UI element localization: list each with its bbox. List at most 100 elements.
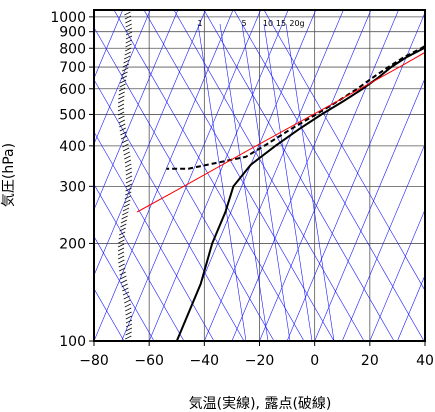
wind-barb bbox=[118, 263, 125, 268]
wind-barb bbox=[122, 287, 129, 292]
wind-barb bbox=[121, 215, 128, 220]
x-tick-label: −60 bbox=[134, 353, 164, 369]
wind-barb bbox=[122, 67, 129, 72]
wind-barb bbox=[123, 151, 130, 156]
wind-barb bbox=[119, 267, 126, 272]
x-tick-label: −20 bbox=[245, 353, 275, 369]
sounding-series bbox=[136, 44, 425, 341]
wind-barb bbox=[124, 199, 131, 204]
adiabat-line bbox=[94, 183, 185, 341]
wind-barb bbox=[125, 191, 132, 196]
x-axis-ticks: −80 −60 −40 −20 0 20 40 bbox=[79, 341, 434, 369]
wind-barb bbox=[118, 231, 126, 236]
wind-barb bbox=[117, 247, 125, 252]
wind-barb bbox=[120, 275, 127, 280]
wind-barb bbox=[123, 59, 130, 64]
wind-barb bbox=[120, 223, 127, 228]
adiabat-line bbox=[94, 26, 275, 341]
wind-barb bbox=[119, 227, 126, 232]
wind-barb bbox=[120, 135, 128, 140]
wind-barb bbox=[125, 311, 132, 316]
wind-barb bbox=[119, 127, 126, 132]
wind-barb bbox=[124, 303, 131, 308]
wind-barb bbox=[125, 23, 132, 28]
isotherm-line bbox=[397, 274, 425, 341]
wind-barbs bbox=[117, 11, 133, 340]
isotherm-line bbox=[94, 10, 206, 277]
wind-barb bbox=[118, 91, 125, 96]
wind-barb bbox=[120, 79, 127, 84]
wind-barb bbox=[125, 323, 133, 328]
wind-barb bbox=[125, 327, 133, 332]
y-tick-label: 500 bbox=[59, 107, 86, 123]
mixing-ratio-label: 1 bbox=[197, 19, 202, 28]
wind-barb bbox=[117, 103, 125, 108]
wind-barb bbox=[119, 83, 126, 88]
y-tick-label: 600 bbox=[59, 82, 86, 98]
isotherm-line bbox=[314, 77, 425, 341]
x-axis-title: 気温(実線), 露点(破線) bbox=[189, 396, 332, 412]
isotherm-line bbox=[148, 10, 289, 341]
wind-barb bbox=[117, 99, 125, 104]
y-tick-label: 900 bbox=[59, 25, 86, 41]
wind-barb bbox=[125, 43, 132, 48]
wind-barb bbox=[120, 279, 128, 284]
wind-barb bbox=[125, 319, 133, 324]
wind-barb bbox=[123, 295, 130, 300]
wind-barb bbox=[125, 307, 132, 312]
adiabat-line bbox=[94, 79, 245, 341]
wind-barb bbox=[124, 299, 131, 304]
mixing-ratio-line bbox=[197, 23, 247, 341]
wind-barb bbox=[124, 11, 131, 16]
isotherm-line bbox=[94, 10, 234, 341]
wind-barb bbox=[118, 115, 125, 120]
adiabat-line bbox=[143, 10, 335, 341]
y-tick-label: 200 bbox=[59, 236, 86, 252]
wind-barb bbox=[124, 155, 131, 160]
mixing-ratio-line bbox=[285, 23, 335, 341]
wind-barb bbox=[123, 203, 130, 208]
wind-barb bbox=[120, 131, 127, 136]
isotherm-line bbox=[204, 10, 344, 341]
wind-barb bbox=[124, 159, 132, 164]
adiabat-line bbox=[94, 131, 215, 341]
wind-barb bbox=[121, 139, 128, 144]
mixing-ratio-label: 10 bbox=[263, 19, 273, 28]
wind-barb bbox=[117, 255, 125, 260]
wind-barb bbox=[122, 147, 130, 152]
y-tick-label: 400 bbox=[59, 139, 86, 155]
wind-barb bbox=[119, 123, 126, 128]
wind-barb bbox=[118, 235, 125, 240]
wind-barb bbox=[125, 47, 132, 52]
grid-lines bbox=[93, 10, 426, 342]
wind-barb bbox=[125, 331, 132, 336]
isotherm-line bbox=[94, 10, 123, 80]
wind-barb bbox=[125, 35, 133, 40]
y-tick-label: 100 bbox=[59, 334, 86, 350]
y-tick-label: 700 bbox=[59, 60, 86, 76]
adiabat-line bbox=[233, 10, 425, 341]
wind-barb bbox=[124, 51, 131, 56]
wind-barb bbox=[117, 107, 125, 112]
mixing-ratio-line bbox=[219, 23, 269, 341]
wind-barb bbox=[125, 31, 133, 36]
wind-barb bbox=[118, 119, 125, 124]
y-tick-label: 1000 bbox=[50, 10, 86, 26]
wind-barb bbox=[119, 271, 126, 276]
wind-barb bbox=[125, 163, 132, 168]
isotherm-line bbox=[94, 10, 179, 211]
x-tick-label: −40 bbox=[190, 353, 220, 369]
wind-barb bbox=[122, 291, 130, 296]
mixing-ratio-line bbox=[263, 23, 313, 341]
wind-barb bbox=[118, 95, 125, 100]
wind-barb bbox=[121, 283, 128, 288]
adiabat-line bbox=[113, 10, 305, 341]
wind-barb bbox=[124, 195, 131, 200]
x-tick-label: 0 bbox=[310, 353, 319, 369]
adiabat-line bbox=[94, 235, 155, 341]
wind-barb bbox=[125, 187, 132, 192]
wind-barb bbox=[122, 143, 129, 148]
x-tick-label: −80 bbox=[79, 353, 109, 369]
